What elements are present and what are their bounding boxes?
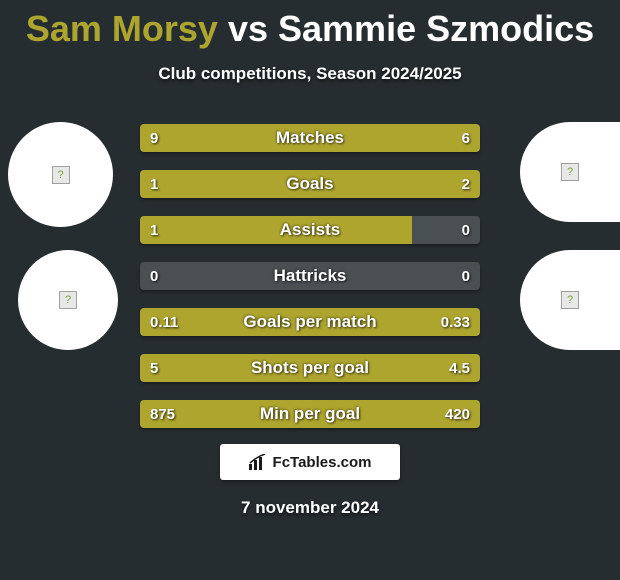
stat-label: Hattricks	[140, 262, 480, 290]
stat-label: Matches	[140, 124, 480, 152]
stat-row: 0.110.33Goals per match	[140, 308, 480, 336]
player2-name: Sammie Szmodics	[278, 8, 594, 49]
logo-text: FcTables.com	[273, 454, 372, 471]
stat-row: 875420Min per goal	[140, 400, 480, 428]
comparison-title: Sam Morsy vs Sammie Szmodics	[0, 0, 620, 50]
stat-label: Min per goal	[140, 400, 480, 428]
stat-row: 10Assists	[140, 216, 480, 244]
player1-name: Sam Morsy	[26, 8, 218, 49]
stat-label: Goals per match	[140, 308, 480, 336]
placeholder-icon: ?	[52, 166, 70, 184]
player2-club-logo: ?	[520, 250, 620, 350]
stat-label: Goals	[140, 170, 480, 198]
fctables-logo: FcTables.com	[220, 444, 400, 480]
vs-label: vs	[228, 8, 268, 49]
stat-row: 00Hattricks	[140, 262, 480, 290]
date-label: 7 november 2024	[0, 498, 620, 518]
stat-row: 12Goals	[140, 170, 480, 198]
stat-label: Shots per goal	[140, 354, 480, 382]
stat-row: 96Matches	[140, 124, 480, 152]
player1-photo: ?	[8, 122, 113, 227]
placeholder-icon: ?	[561, 291, 579, 309]
subtitle: Club competitions, Season 2024/2025	[0, 64, 620, 84]
stat-row: 54.5Shots per goal	[140, 354, 480, 382]
stat-label: Assists	[140, 216, 480, 244]
placeholder-icon: ?	[59, 291, 77, 309]
placeholder-icon: ?	[561, 163, 579, 181]
player2-photo: ?	[520, 122, 620, 222]
chart-icon	[249, 454, 267, 470]
player1-club-logo: ?	[18, 250, 118, 350]
stats-bars: 96Matches 12Goals 10Assists 00Hattricks 0.11…	[140, 124, 480, 446]
